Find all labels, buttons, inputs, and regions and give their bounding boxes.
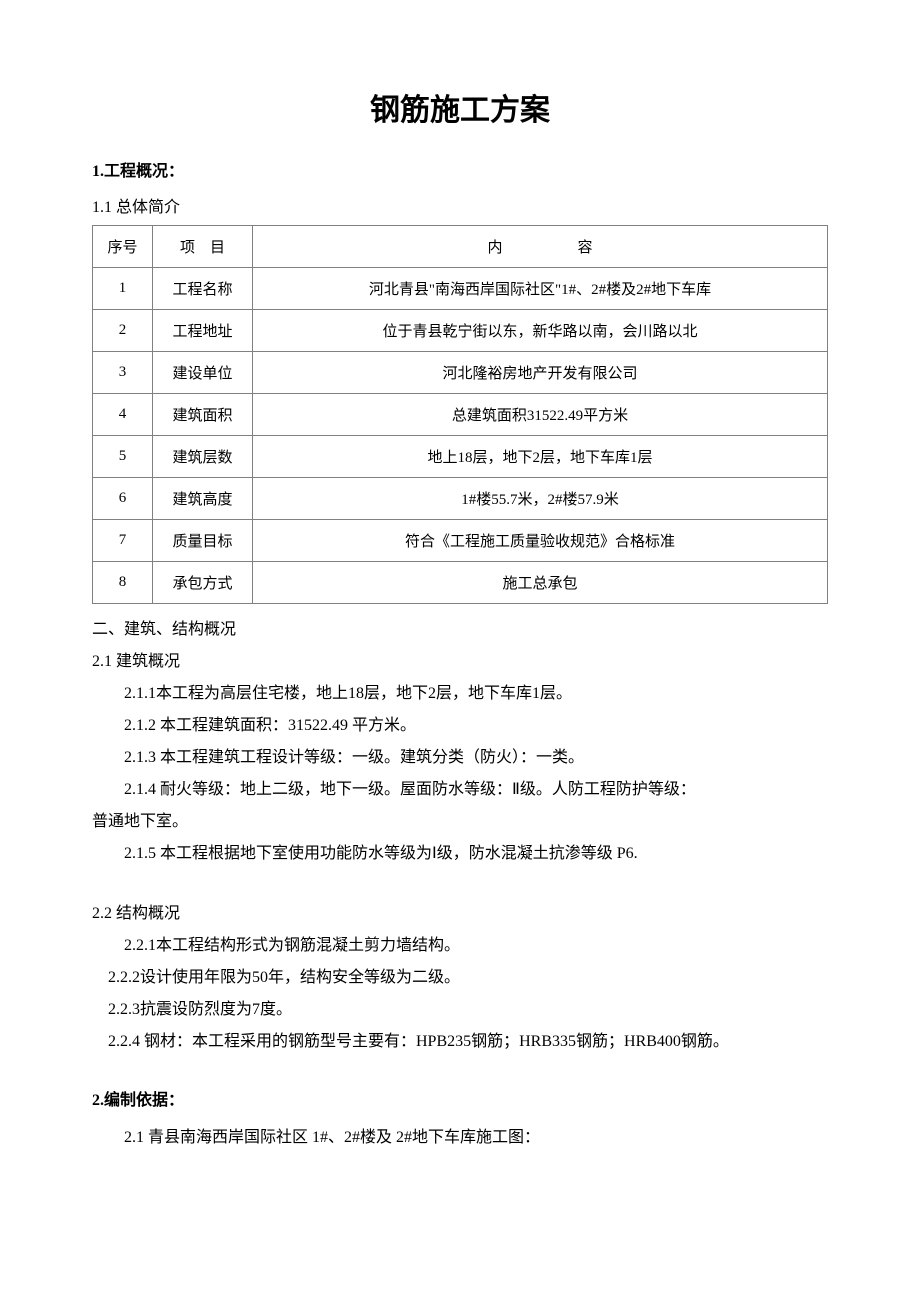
cell-seq: 7: [93, 520, 153, 562]
paragraph-2-2-3: 2.2.3抗震设防烈度为7度。: [92, 994, 828, 1026]
subsection-2-1: 2.1 建筑概况: [92, 646, 828, 678]
header-content: 内 容: [253, 226, 828, 268]
table-row: 5 建筑层数 地上18层，地下2层，地下车库1层: [93, 436, 828, 478]
cell-seq: 1: [93, 268, 153, 310]
cell-content: 河北青县"南海西岸国际社区"1#、2#楼及2#地下车库: [253, 268, 828, 310]
paragraph-2-1-1: 2.1.1本工程为高层住宅楼，地上18层，地下2层，地下车库1层。: [92, 678, 828, 710]
cell-seq: 5: [93, 436, 153, 478]
cell-item: 建设单位: [153, 352, 253, 394]
header-seq: 序号: [93, 226, 153, 268]
paragraph-2-1-3: 2.1.3 本工程建筑工程设计等级：一级。建筑分类（防火）：一类。: [92, 742, 828, 774]
cell-seq: 6: [93, 478, 153, 520]
table-row: 2 工程地址 位于青县乾宁街以东，新华路以南，会川路以北: [93, 310, 828, 352]
header-item: 项 目: [153, 226, 253, 268]
paragraph-2-1-4-line1: 2.1.4 耐火等级：地上二级，地下一级。屋面防水等级：Ⅱ级。人防工程防护等级：: [92, 774, 828, 806]
subsection-1-1: 1.1 总体简介: [92, 193, 828, 217]
spacer: [92, 870, 828, 898]
table-row: 7 质量目标 符合《工程施工质量验收规范》合格标准: [93, 520, 828, 562]
section-2-heading: 二、建筑、结构概况: [92, 614, 828, 646]
cell-seq: 8: [93, 562, 153, 604]
paragraph-2-1-5: 2.1.5 本工程根据地下室使用功能防水等级为Ⅰ级，防水混凝土抗渗等级 P6.: [92, 838, 828, 870]
cell-content: 总建筑面积31522.49平方米: [253, 394, 828, 436]
table-row: 1 工程名称 河北青县"南海西岸国际社区"1#、2#楼及2#地下车库: [93, 268, 828, 310]
document-title: 钢筋施工方案: [92, 85, 828, 129]
cell-content: 1#楼55.7米，2#楼57.9米: [253, 478, 828, 520]
table-row: 6 建筑高度 1#楼55.7米，2#楼57.9米: [93, 478, 828, 520]
cell-item: 建筑层数: [153, 436, 253, 478]
spacer: [92, 1058, 828, 1086]
subsection-2-2: 2.2 结构概况: [92, 898, 828, 930]
cell-seq: 4: [93, 394, 153, 436]
cell-content: 位于青县乾宁街以东，新华路以南，会川路以北: [253, 310, 828, 352]
table-header-row: 序号 项 目 内 容: [93, 226, 828, 268]
paragraph-2-2-4: 2.2.4 钢材：本工程采用的钢筋型号主要有：HPB235钢筋；HRB335钢筋…: [92, 1026, 828, 1058]
cell-seq: 2: [93, 310, 153, 352]
cell-item: 质量目标: [153, 520, 253, 562]
paragraph-2-1-2: 2.1.2 本工程建筑面积：31522.49 平方米。: [92, 710, 828, 742]
table-row: 4 建筑面积 总建筑面积31522.49平方米: [93, 394, 828, 436]
cell-item: 承包方式: [153, 562, 253, 604]
paragraph-comp-2-1: 2.1 青县南海西岸国际社区 1#、2#楼及 2#地下车库施工图：: [92, 1122, 828, 1154]
table-row: 3 建设单位 河北隆裕房地产开发有限公司: [93, 352, 828, 394]
paragraph-2-2-1: 2.2.1本工程结构形式为钢筋混凝土剪力墙结构。: [92, 930, 828, 962]
cell-item: 建筑高度: [153, 478, 253, 520]
cell-item: 建筑面积: [153, 394, 253, 436]
overview-table: 序号 项 目 内 容 1 工程名称 河北青县"南海西岸国际社区"1#、2#楼及2…: [92, 225, 828, 604]
cell-seq: 3: [93, 352, 153, 394]
cell-item: 工程地址: [153, 310, 253, 352]
section-compilation-heading: 2.编制依据：: [92, 1086, 828, 1110]
section-1-heading: 1.工程概况：: [92, 157, 828, 181]
table-row: 8 承包方式 施工总承包: [93, 562, 828, 604]
cell-content: 地上18层，地下2层，地下车库1层: [253, 436, 828, 478]
cell-item: 工程名称: [153, 268, 253, 310]
paragraph-2-2-2: 2.2.2设计使用年限为50年，结构安全等级为二级。: [92, 962, 828, 994]
cell-content: 施工总承包: [253, 562, 828, 604]
cell-content: 河北隆裕房地产开发有限公司: [253, 352, 828, 394]
cell-content: 符合《工程施工质量验收规范》合格标准: [253, 520, 828, 562]
paragraph-2-1-4-line2: 普通地下室。: [92, 806, 828, 838]
